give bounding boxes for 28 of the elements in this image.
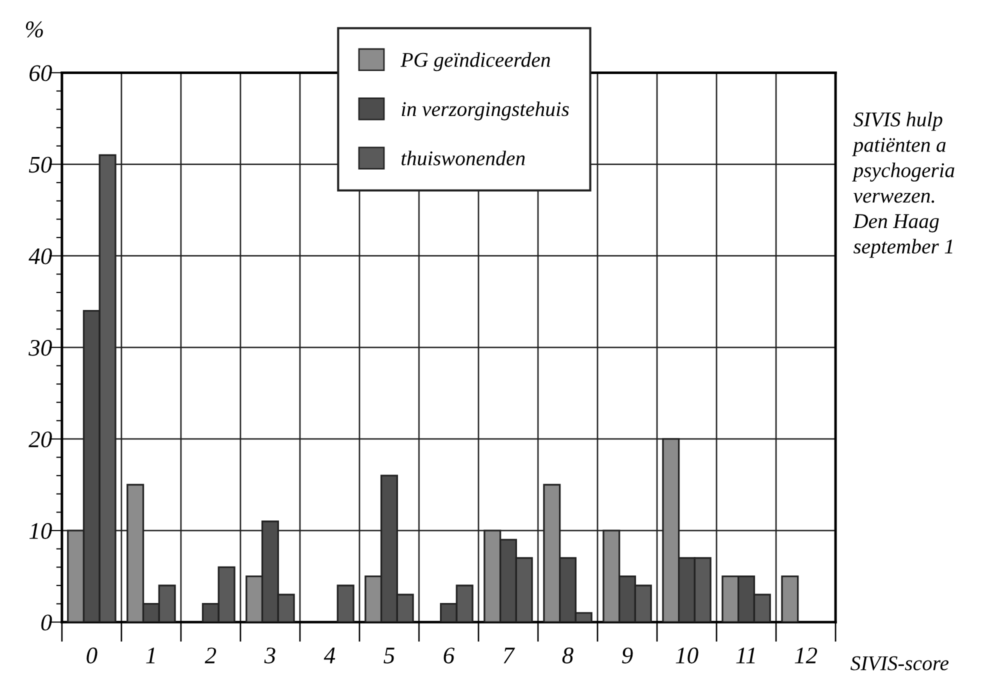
x-tick-label: 11 [736, 648, 755, 664]
legend-label: PG geïndiceerden [400, 52, 550, 72]
y-tick-label: 20 [28, 431, 52, 448]
text: SIVIS hulp patiënten a psychogeria verwezen. Den Haag september 1 [852, 112, 954, 258]
x-tick-label: 12 [794, 648, 818, 664]
x-tick-label: 2 [204, 648, 216, 664]
legend-label: thuiswonenden [402, 150, 525, 166]
x-tick-label: 8 [562, 648, 574, 664]
y-tick-label: 30 [28, 340, 52, 356]
x-tick-label: 7 [504, 648, 515, 664]
x-axis-title: SIVIS-score [850, 656, 949, 670]
y-tick-label: 0 [41, 614, 52, 631]
y-axis-title: % [26, 21, 43, 38]
x-tick-label: 9 [622, 648, 633, 664]
y-tick-label: 10 [29, 523, 52, 539]
bar [781, 575, 799, 622]
y-tick-label: 40 [28, 248, 52, 264]
x-tick-label: 6 [444, 648, 455, 664]
legend-label: in verzorgingstehuis [402, 101, 569, 120]
y-tick-label: 60 [30, 65, 52, 82]
x-tick-label: 5 [384, 648, 394, 664]
x-tick-label: 4 [324, 648, 336, 664]
x-tick-label: 3 [264, 648, 276, 664]
x-tick-label: 10 [676, 648, 698, 664]
x-tick-label: 1 [146, 648, 155, 664]
x-tick-label: 0 [86, 648, 98, 664]
bar [336, 584, 354, 622]
y-tick-label: 50 [28, 156, 52, 173]
